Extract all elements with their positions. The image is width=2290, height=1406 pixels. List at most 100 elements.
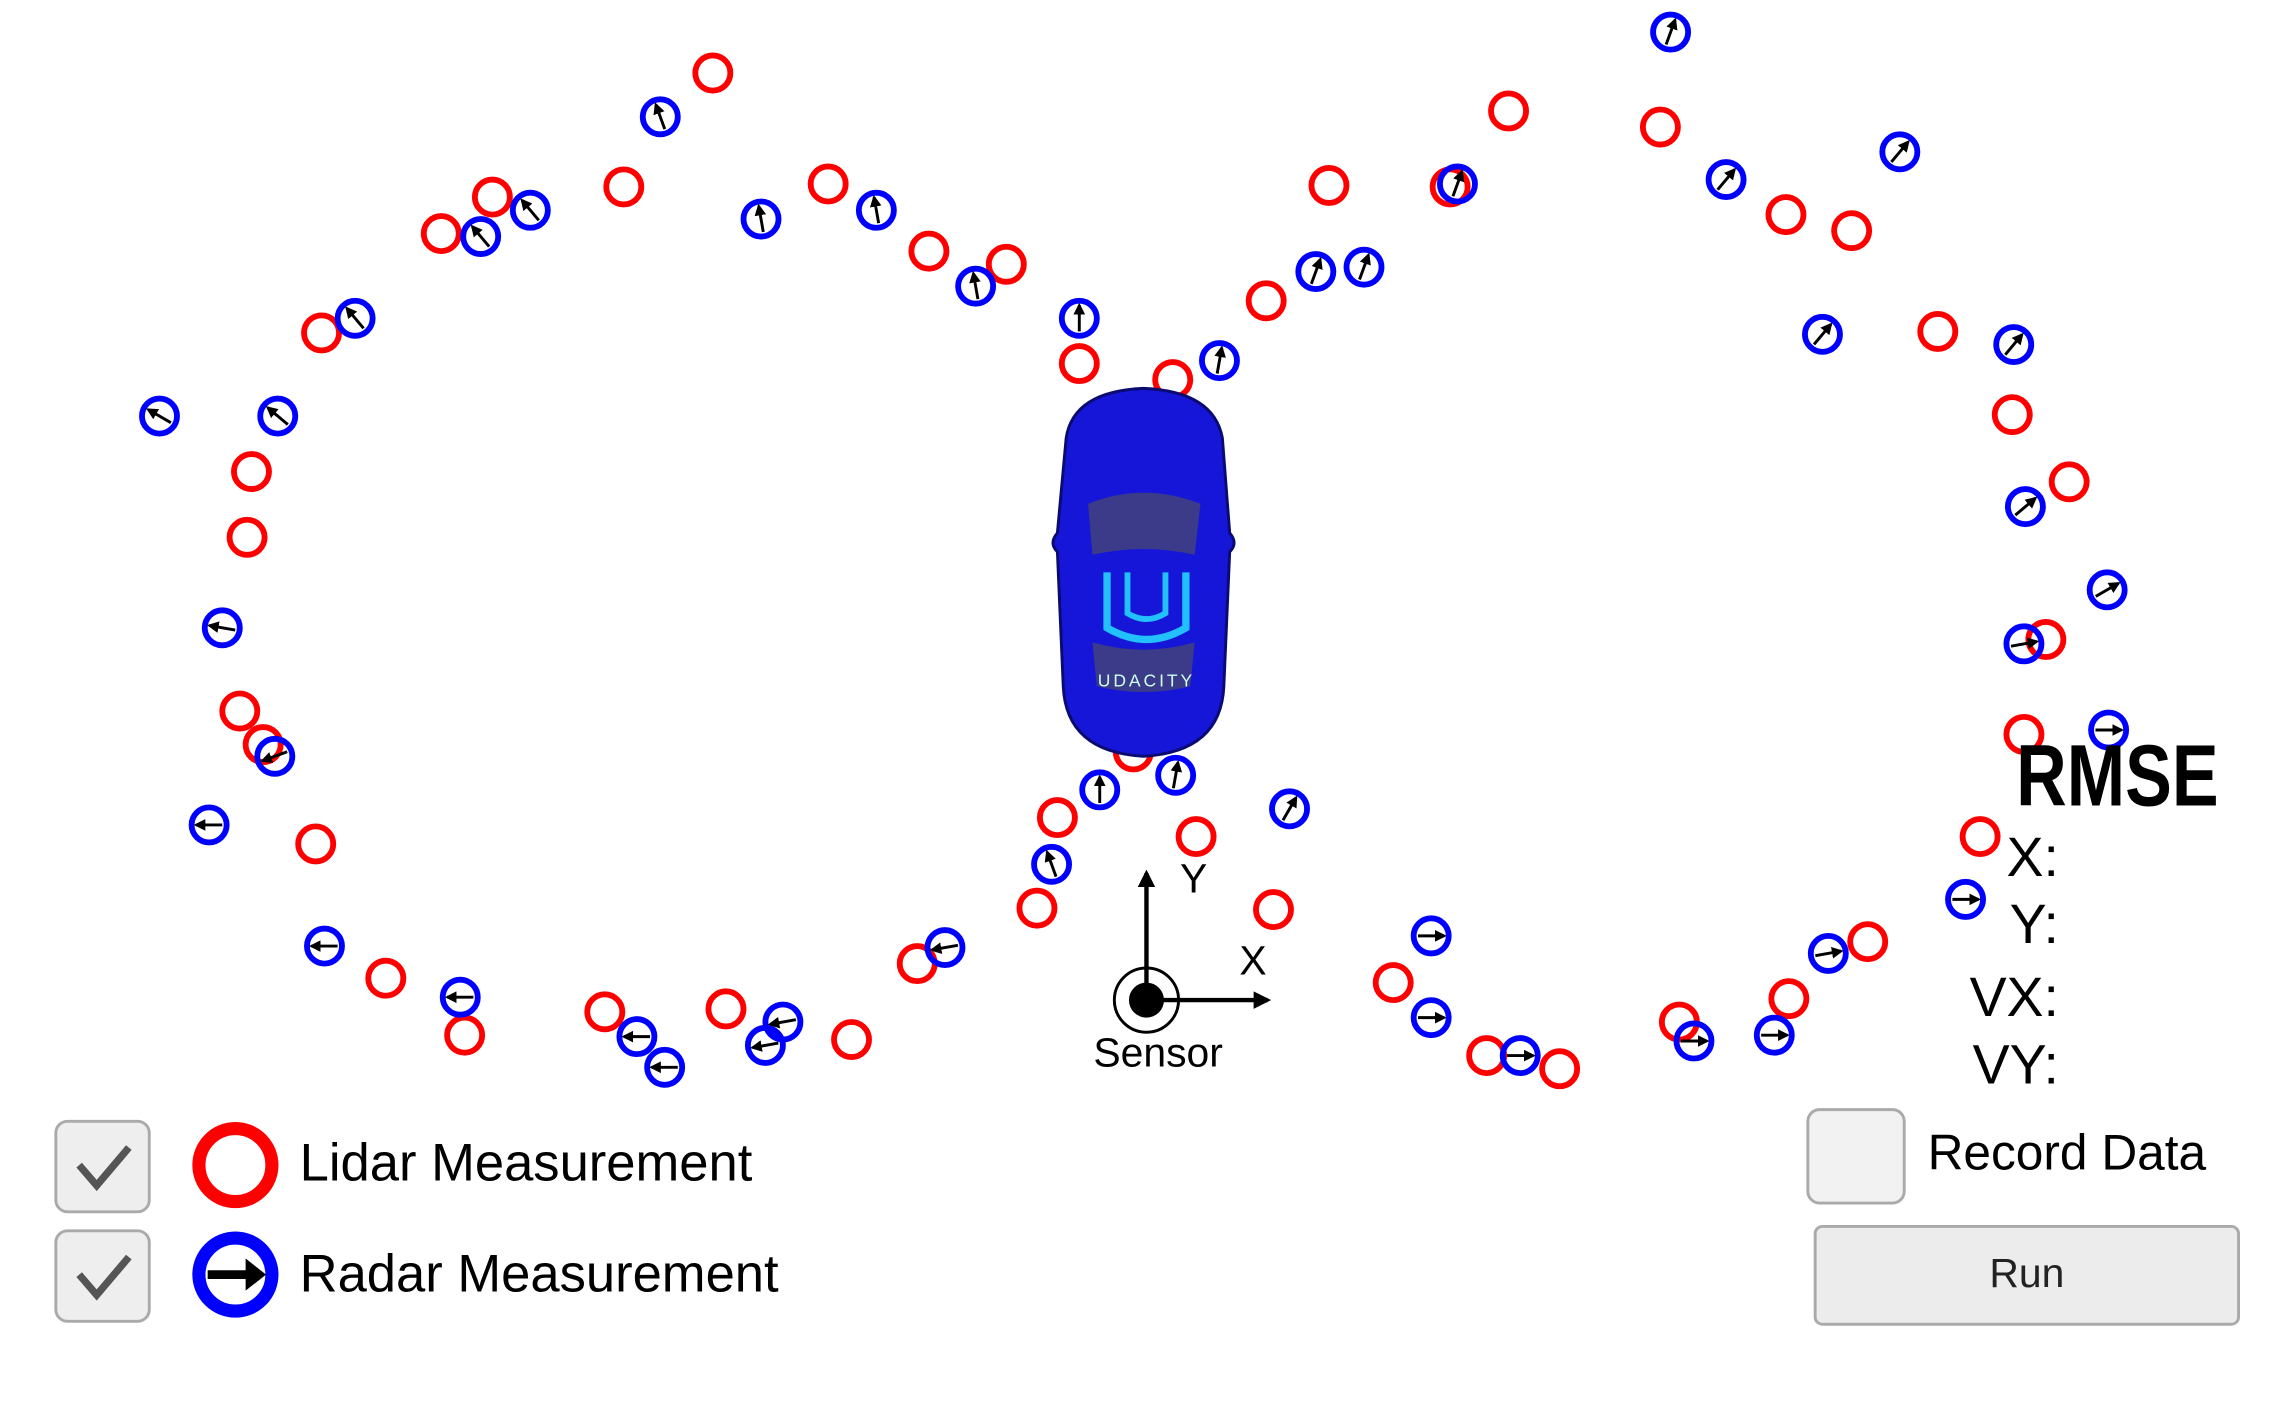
lidar-marker [692, 52, 734, 94]
lidar-marker [226, 516, 268, 558]
lidar-marker [1847, 921, 1889, 963]
radar-marker [1705, 159, 1747, 201]
lidar-marker [1036, 797, 1078, 839]
sensor-dot [1128, 982, 1164, 1018]
run-label: Run [1989, 1250, 2064, 1296]
radar-marker [1437, 163, 1478, 205]
radar-marker [1993, 324, 2035, 366]
lidar-marker [831, 1019, 872, 1060]
record-checkbox[interactable] [1806, 1108, 1906, 1205]
lidar-marker [807, 163, 849, 205]
radar-arrow [754, 203, 767, 233]
rmse-label: X: [2007, 826, 2059, 888]
lidar-marker [705, 988, 747, 1030]
lidar-marker [2003, 713, 2045, 755]
radar-arrow [345, 306, 365, 330]
lidar-marker [231, 451, 272, 493]
legend-label: Lidar Measurement [300, 1133, 753, 1192]
radar-marker [1295, 251, 1337, 293]
radar-marker [254, 735, 296, 777]
lidar-checkbox[interactable] [54, 1119, 151, 1214]
lidar-marker [603, 166, 645, 208]
lidar-marker [1765, 194, 1807, 236]
radar-marker [439, 976, 481, 1018]
lidar-icon [192, 1122, 279, 1209]
y-axis-label: Y [1180, 856, 1207, 902]
car-logo: UDACITY [1098, 670, 1195, 690]
radar-arrow [929, 942, 959, 954]
radar-marker [1199, 340, 1240, 382]
lidar-marker [1175, 816, 1217, 858]
radar-marker [924, 927, 966, 968]
radar-marker [1031, 843, 1072, 885]
radar-arrow [653, 102, 667, 130]
radar-marker [639, 96, 681, 138]
radar-marker [1269, 788, 1310, 830]
radar-marker [1945, 878, 1986, 920]
radar-icon-head [245, 1258, 267, 1291]
lidar-marker [1539, 1048, 1581, 1090]
lidar-marker [1991, 394, 2033, 436]
radar-arrow [1664, 17, 1678, 45]
radar-marker [257, 395, 299, 437]
radar-marker [616, 1016, 658, 1058]
radar-arrow [2004, 332, 2024, 356]
sensor-ring [1112, 966, 1181, 1034]
lidar-marker [219, 690, 261, 732]
lidar-marker [301, 312, 342, 354]
lidar-marker [365, 957, 407, 999]
sensor-label: Sensor [1093, 1029, 1223, 1075]
rmse-label: Y: [2010, 893, 2059, 955]
radar-arrow [1451, 169, 1465, 197]
radar-arrow [260, 750, 288, 764]
radar-marker [855, 189, 897, 231]
lidar-marker [1488, 90, 1529, 132]
radar-marker [1673, 1020, 1715, 1062]
radar-arrow [2095, 582, 2121, 598]
radar-marker [1079, 769, 1121, 811]
radar-arrow [2014, 496, 2038, 517]
radar-marker [201, 607, 243, 649]
radar-marker [2004, 486, 2046, 528]
radar-arrow [1170, 760, 1183, 789]
radar-marker [2088, 709, 2130, 751]
radar-marker [1343, 246, 1385, 288]
radar-marker [304, 925, 345, 967]
radar-marker [1155, 754, 1197, 796]
radar-arrow [750, 1040, 779, 1052]
radar-checkbox[interactable] [54, 1229, 151, 1323]
record-label: Record Data [1928, 1124, 2207, 1180]
radar-icon [192, 1231, 279, 1318]
x-axis-label: X [1239, 937, 1266, 983]
radar-marker [334, 297, 376, 339]
lidar-marker [1917, 310, 1959, 352]
car: UDACITY [1051, 386, 1236, 758]
radar-arrow [869, 195, 882, 224]
lidar-marker [1058, 343, 1100, 384]
lidar-marker [2048, 461, 2090, 503]
run-button[interactable]: Run [1813, 1224, 2241, 1326]
lidar-marker [1831, 210, 1873, 252]
lidar-marker [1959, 816, 2001, 858]
radar-marker [1802, 313, 1843, 355]
radar-marker [1058, 297, 1100, 339]
radar-marker [955, 265, 997, 307]
lidar-marker [1768, 978, 1810, 1020]
radar-arrow [470, 224, 491, 248]
rmse-panel: RMSE X: Y: VX: VY: [1970, 726, 2219, 1095]
lidar-marker [908, 230, 950, 272]
lidar-marker [1253, 889, 1294, 931]
radar-marker [740, 198, 782, 240]
lidar-marker [1016, 887, 1058, 929]
radar-marker [644, 1046, 686, 1088]
radar-marker [2086, 569, 2128, 611]
lidar-marker [471, 176, 513, 218]
lidar-marker [420, 213, 462, 255]
lidar-marker [1639, 106, 1681, 148]
radar-arrow [265, 406, 289, 426]
rmse-title: RMSE [2016, 726, 2218, 824]
radar-marker [2003, 623, 2045, 665]
radar-arrow [1815, 946, 1844, 959]
